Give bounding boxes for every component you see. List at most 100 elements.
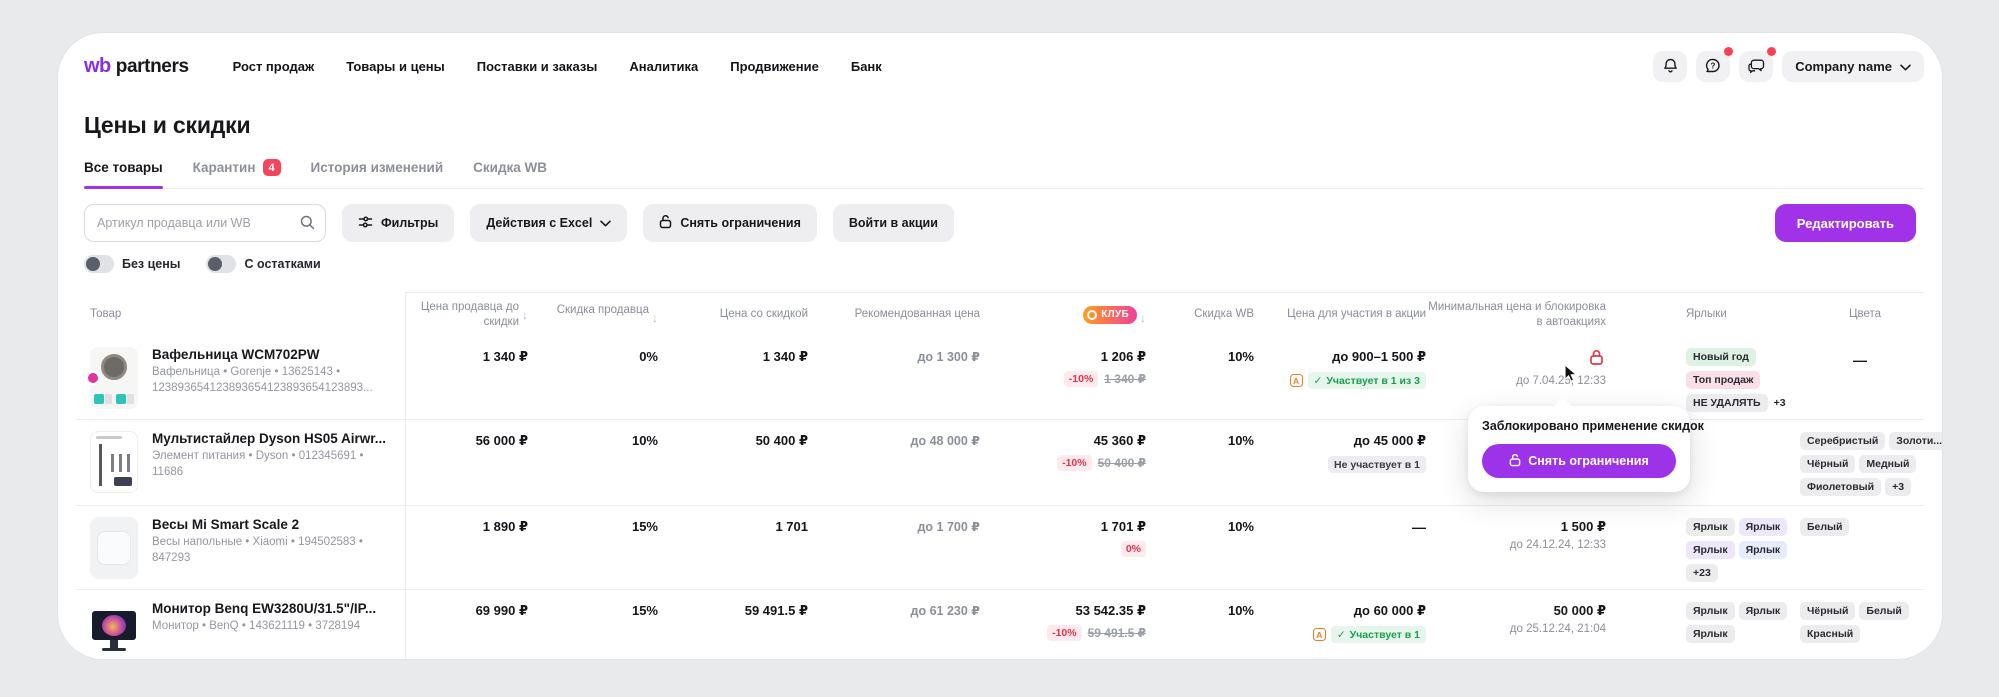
edit-button[interactable]: Редактировать — [1774, 204, 1916, 242]
col-header-seller-discount[interactable]: Скидка продавца ↓ — [528, 292, 658, 336]
cell-seller-discount: 10% — [631, 433, 658, 448]
table-row[interactable]: Весы Mi Smart Scale 2 Весы напольные • X… — [76, 506, 1924, 590]
product-subtitle: 11686 — [152, 466, 184, 478]
wb-partners-logo[interactable]: wb partners — [84, 55, 189, 78]
col-header-wb-discount: Скидка WB — [1146, 292, 1254, 336]
club-old-price: 50 400 ₽ — [1097, 456, 1146, 470]
min-price-value: 1 500 ₽ — [1560, 519, 1606, 534]
menu-item-supplies-orders[interactable]: Поставки и заказы — [476, 58, 598, 74]
logo-wb: wb — [84, 54, 111, 77]
chats-icon — [1748, 58, 1765, 74]
product-subtitle: Весы напольные • Xiaomi • 194502583 • — [152, 536, 363, 548]
label-chip: Ярлык — [1738, 541, 1788, 559]
color-chip: Чёрный — [1800, 455, 1856, 473]
messages-button[interactable] — [1739, 46, 1777, 82]
label-chip: Ярлык — [1686, 602, 1735, 620]
excel-actions-label: Действия с Excel — [486, 216, 593, 230]
tooltip-title: Заблокировано применение скидок — [1482, 419, 1704, 433]
product-image-smart-scale — [90, 517, 138, 579]
color-chip: Медный — [1859, 455, 1917, 473]
product-image-monitor — [90, 601, 138, 659]
tab-quarantine[interactable]: Карантин 4 — [193, 159, 281, 188]
cell-min-price: 1 500 ₽ до 24.12.24, 12:33 — [1426, 506, 1606, 589]
menu-item-bank[interactable]: Банк — [850, 58, 882, 74]
tab-wb-discount[interactable]: Скидка WB — [473, 159, 547, 188]
menu-item-promotion[interactable]: Продвижение — [730, 58, 819, 74]
sort-desc-icon: ↓ — [1140, 310, 1146, 325]
table-row[interactable]: Вафельница WCM702PW Вафельница • Gorenje… — [76, 336, 1924, 420]
unlock-icon — [659, 214, 672, 232]
tab-change-history[interactable]: История изменений — [311, 159, 444, 188]
table-row[interactable]: Монитор Benq EW3280U/31.5"/IP... Монитор… — [76, 590, 1924, 659]
blocked-lock-icon[interactable] — [1589, 349, 1604, 371]
cell-recommended: до 1 700 ₽ — [917, 520, 981, 534]
search-input[interactable] — [84, 204, 326, 242]
tab-change-history-label: История изменений — [310, 160, 444, 175]
menu-item-analytics[interactable]: Аналитика — [629, 58, 699, 74]
table-row[interactable]: Мультистайлер Dyson HS05 Airwr... Элемен… — [76, 420, 1942, 506]
labels-more-count: +3 — [1773, 397, 1786, 409]
club-old-price: 59 491.5 ₽ — [1087, 626, 1146, 640]
svg-text:?: ? — [1711, 62, 1716, 71]
top-navigation: wb partners Рост продаж Товары и цены По… — [76, 45, 1924, 87]
cell-colors: Чёрный Белый Красный — [1791, 590, 1924, 659]
col-header-min-price: Минимальная цена и блокировка в автоакци… — [1426, 292, 1606, 336]
color-chip: Белый — [1859, 602, 1909, 620]
excel-actions-button[interactable]: Действия с Excel — [470, 204, 628, 242]
product-title[interactable]: Весы Mi Smart Scale 2 — [152, 517, 300, 532]
col-header-price-before[interactable]: Цена продавца до скидки ↓ — [406, 292, 528, 336]
cell-price-after: 50 400 ₽ — [755, 433, 808, 448]
product-title[interactable]: Мультистайлер Dyson HS05 Airwr... — [152, 431, 387, 446]
product-title[interactable]: Монитор Benq EW3280U/31.5"/IP... — [152, 601, 377, 616]
cell-seller-discount: 0% — [639, 349, 658, 364]
product-subtitle: Вафельница • Gorenje • 13625143 • — [152, 366, 341, 378]
labels-more-count: +23 — [1686, 564, 1718, 582]
auto-action-icon: А — [1289, 374, 1303, 387]
help-button[interactable]: ? — [1696, 46, 1734, 82]
min-price-date: до 24.12.24, 12:33 — [1509, 539, 1606, 551]
color-chip: Серебристый — [1800, 432, 1886, 450]
sort-desc-icon: ↓ — [522, 307, 528, 322]
cell-price-after: 59 491.5 ₽ — [744, 603, 808, 618]
product-subtitle: Элемент питания • Dyson • 012345691 • — [152, 450, 364, 462]
toolbar: Фильтры Действия с Excel Снять ограничен… — [84, 204, 1924, 242]
product-subtitle: 847293 — [152, 552, 191, 564]
cell-price-before: 69 990 ₽ — [475, 603, 528, 618]
filters-button-label: Фильтры — [381, 216, 439, 230]
main-menu: Рост продаж Товары и цены Поставки и зак… — [233, 59, 882, 74]
color-chip: Золоти... — [1889, 432, 1942, 450]
toggle-with-stock[interactable]: С остатками — [206, 255, 321, 273]
page-title: Цены и скидки — [84, 112, 251, 138]
filters-button[interactable]: Фильтры — [342, 204, 455, 242]
menu-item-products-prices[interactable]: Товары и цены — [346, 58, 445, 74]
col-header-colors: Цвета — [1791, 292, 1924, 336]
topbar-actions: ? Company name — [1653, 46, 1924, 82]
tab-all-products[interactable]: Все товары — [84, 159, 163, 189]
cell-club-price: 1 701 ₽ 0% — [1100, 519, 1146, 557]
cell-wb-discount: 10% — [1227, 433, 1254, 448]
club-old-price: 1 340 ₽ — [1104, 372, 1146, 386]
tabs-bar: Все товары Карантин 4 История изменений … — [84, 159, 1924, 189]
cell-promo-price-empty: — — [1412, 519, 1426, 535]
product-title[interactable]: Вафельница WCM702PW — [152, 347, 320, 362]
col-header-club[interactable]: КЛУБ ↓ — [980, 292, 1146, 336]
filter-toggles: Без цены С остатками — [84, 255, 1924, 273]
club-discount-badge: -10% — [1063, 371, 1099, 387]
label-chip: Ярлык — [1686, 625, 1735, 643]
company-name-label: Company name — [1795, 58, 1892, 74]
join-promotions-button[interactable]: Войти в акции — [832, 204, 954, 242]
company-selector[interactable]: Company name — [1782, 50, 1924, 82]
blocked-discounts-tooltip: Заблокировано применение скидок Снять ог… — [1468, 406, 1704, 492]
tooltip-remove-restrictions-button[interactable]: Снять ограничения — [1482, 444, 1676, 478]
menu-item-sales-growth[interactable]: Рост продаж — [232, 58, 315, 74]
cell-colors: Серебристый Золоти... Чёрный Медный Фиол… — [1791, 420, 1942, 505]
notifications-button[interactable] — [1653, 50, 1688, 82]
product-subtitle: Монитор • BenQ • 143621119 • 3728194 — [152, 620, 361, 632]
cell-wb-discount: 10% — [1227, 603, 1254, 618]
label-chip: НЕ УДАЛЯТЬ — [1686, 394, 1768, 412]
label-chip: Ярлык — [1738, 518, 1788, 536]
club-discount-badge: -10% — [1057, 455, 1092, 471]
toggle-no-price[interactable]: Без цены — [84, 255, 180, 273]
color-chip: Чёрный — [1800, 602, 1856, 620]
remove-restrictions-button[interactable]: Снять ограничения — [643, 204, 817, 242]
